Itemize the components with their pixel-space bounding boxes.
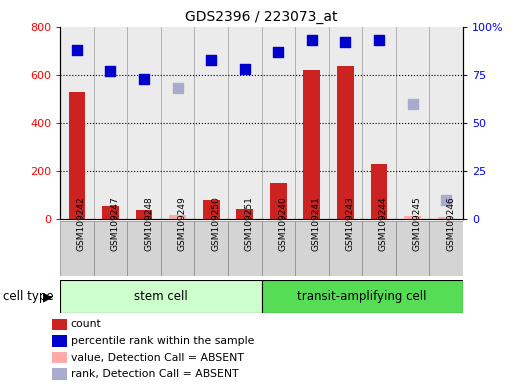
Point [341,39,349,45]
Bar [371,164,388,219]
Point [375,37,383,43]
FancyBboxPatch shape [362,221,396,276]
FancyBboxPatch shape [228,221,262,276]
Text: GSM109250: GSM109250 [211,196,220,251]
Text: percentile rank within the sample: percentile rank within the sample [71,336,254,346]
Point [442,197,450,203]
Bar [262,27,295,219]
Text: cell type: cell type [3,290,53,303]
Point [106,68,115,74]
FancyBboxPatch shape [396,221,429,276]
Text: stem cell: stem cell [134,290,188,303]
FancyBboxPatch shape [127,221,161,276]
Bar [69,92,85,219]
Text: GSM109241: GSM109241 [312,196,321,251]
Bar [228,27,262,219]
Point [408,101,417,107]
Bar [396,27,429,219]
Point [140,76,148,82]
Point [274,49,282,55]
FancyBboxPatch shape [195,221,228,276]
Point [241,66,249,72]
Bar [404,217,421,219]
Bar [236,209,253,219]
Bar [429,27,463,219]
Bar [270,183,287,219]
Text: GSM109242: GSM109242 [77,196,86,251]
FancyBboxPatch shape [262,280,463,313]
FancyBboxPatch shape [60,280,262,313]
Bar [60,27,94,219]
FancyBboxPatch shape [429,221,463,276]
Text: GSM109243: GSM109243 [345,196,355,251]
FancyBboxPatch shape [161,221,195,276]
Text: rank, Detection Call = ABSENT: rank, Detection Call = ABSENT [71,369,238,379]
Bar [135,210,152,219]
Bar [169,215,186,219]
Point [73,47,81,53]
Bar [328,27,362,219]
Point [207,56,215,63]
Text: GSM109247: GSM109247 [110,196,119,251]
Text: ▶: ▶ [43,290,53,303]
Text: GSM109251: GSM109251 [245,196,254,251]
Text: transit-amplifying cell: transit-amplifying cell [298,290,427,303]
Bar [161,27,195,219]
Bar [303,70,320,219]
Bar [203,200,220,219]
Bar [362,27,396,219]
Bar [127,27,161,219]
Bar [295,27,328,219]
Bar [94,27,127,219]
Text: count: count [71,319,101,329]
Text: GSM109244: GSM109244 [379,196,388,251]
Text: GSM109246: GSM109246 [446,196,455,251]
FancyBboxPatch shape [328,221,362,276]
Text: GSM109245: GSM109245 [413,196,422,251]
Bar [102,206,119,219]
Bar [195,27,228,219]
FancyBboxPatch shape [60,221,94,276]
FancyBboxPatch shape [94,221,127,276]
Text: GDS2396 / 223073_at: GDS2396 / 223073_at [185,10,338,23]
Text: GSM109240: GSM109240 [278,196,287,251]
Text: value, Detection Call = ABSENT: value, Detection Call = ABSENT [71,353,244,362]
Point [174,85,182,91]
Bar [438,217,454,219]
Point [308,37,316,43]
FancyBboxPatch shape [295,221,328,276]
Bar [337,66,354,219]
Text: GSM109249: GSM109249 [178,196,187,251]
FancyBboxPatch shape [262,221,295,276]
Text: GSM109248: GSM109248 [144,196,153,251]
